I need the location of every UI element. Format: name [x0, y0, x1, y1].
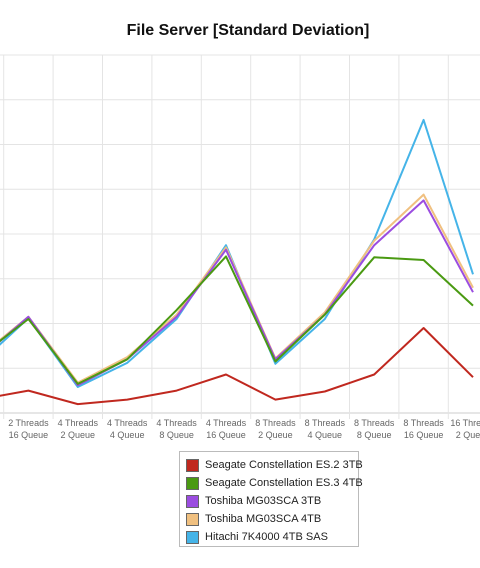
x-tick-label: 4 Queue: [110, 430, 145, 440]
x-tick-label: 2 Queue: [61, 430, 96, 440]
legend-item: Toshiba MG03SCA 4TB: [186, 510, 352, 528]
legend-item: Toshiba MG03SCA 3TB: [186, 492, 352, 510]
x-tick-label: 8 Threads: [255, 418, 296, 428]
legend-item: Hitachi 7K4000 4TB SAS: [186, 528, 352, 546]
legend-label: Seagate Constellation ES.3 4TB: [205, 477, 363, 489]
legend: Seagate Constellation ES.2 3TB Seagate Co…: [179, 451, 363, 547]
x-tick-label: 2 Threads: [8, 418, 49, 428]
series-line: [0, 255, 474, 385]
x-tick-label: 4 Queue: [308, 430, 343, 440]
series-line: [0, 327, 474, 406]
series-lines: [0, 118, 474, 406]
legend-item: Seagate Constellation ES.3 4TB: [186, 474, 363, 492]
x-tick-label: 16 Queue: [206, 430, 246, 440]
x-tick-label: 8 Threads: [403, 418, 444, 428]
grid: [0, 54, 480, 419]
x-tick-label: 2 Queue: [258, 430, 293, 440]
chart-title: File Server [Standard Deviation]: [127, 22, 370, 39]
x-tick-label: 16 Threads: [450, 418, 480, 428]
legend-swatch: [186, 512, 199, 526]
x-tick-label: 4 Threads: [58, 418, 99, 428]
x-tick-label: 8 Queue: [357, 430, 392, 440]
x-tick-label: 4 Threads: [206, 418, 247, 428]
legend-item: Seagate Constellation ES.2 3TB: [186, 456, 363, 474]
legend-swatch: [186, 458, 199, 472]
x-tick-label: 4 Threads: [156, 418, 197, 428]
legend-label: Toshiba MG03SCA 3TB: [205, 495, 322, 507]
series-line: [0, 193, 474, 384]
legend-swatch: [186, 476, 199, 490]
x-tick-label: 16 Queue: [9, 430, 49, 440]
x-tick-label: 8 Threads: [354, 418, 395, 428]
legend-label: Seagate Constellation ES.2 3TB: [205, 459, 363, 471]
x-tick-label: 16 Queue: [404, 430, 444, 440]
legend-label: Toshiba MG03SCA 4TB: [205, 513, 322, 525]
x-tick-label: 8 Queue: [159, 430, 194, 440]
series-line: [0, 199, 474, 387]
x-tick-label: 4 Threads: [107, 418, 148, 428]
legend-swatch: [186, 530, 199, 544]
legend-label: Hitachi 7K4000 4TB SAS: [205, 531, 328, 543]
legend-swatch: [186, 494, 199, 508]
x-tick-label: 2 Queue: [456, 430, 480, 440]
x-tick-label: 8 Threads: [305, 418, 346, 428]
